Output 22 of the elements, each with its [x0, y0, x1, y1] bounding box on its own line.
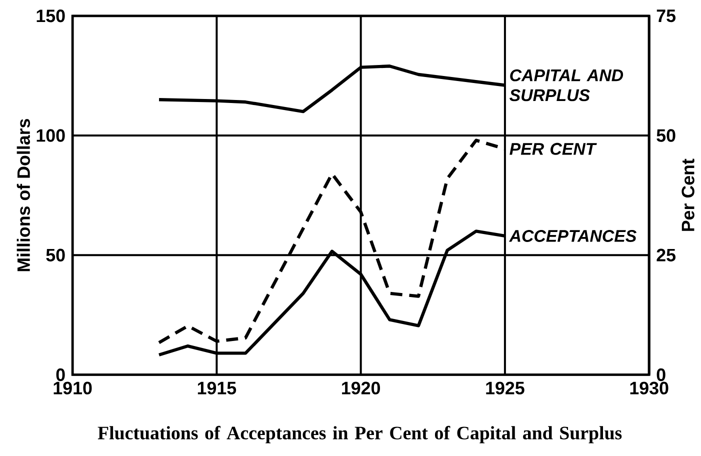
- x-tick-label: 1915: [198, 382, 236, 394]
- line-series: [157, 64, 507, 114]
- x-tick-label: 1930: [630, 382, 668, 394]
- series-label: CAPITAL AND SURPLUS: [510, 69, 624, 102]
- x-tick-label: 1925: [486, 382, 524, 394]
- x-tick-label: 1910: [54, 382, 92, 394]
- y2-tick-label: 0: [656, 368, 666, 381]
- y-axis-title: Millions of Dollars: [16, 118, 30, 272]
- series-label: PER CENT: [510, 142, 597, 155]
- series-label: ACCEPTANCES: [508, 230, 637, 242]
- y-tick-label: 100: [36, 129, 65, 142]
- y2-axis-title: Per Cent: [682, 158, 694, 231]
- text: Fluctuations of Acceptances in Per Cent of Capital and Surplus: [98, 426, 622, 444]
- y2-tick-label: 25: [656, 248, 676, 262]
- line-series: [157, 229, 507, 356]
- y-tick-label: 150: [36, 9, 65, 22]
- x-tick-label: 1920: [342, 382, 380, 394]
- y-tick-label: 0: [56, 368, 65, 381]
- y2-tick-label: 75: [656, 10, 676, 22]
- y2-tick-label: 50: [656, 129, 676, 142]
- line-series: [157, 138, 507, 344]
- y-tick-label: 50: [46, 248, 65, 262]
